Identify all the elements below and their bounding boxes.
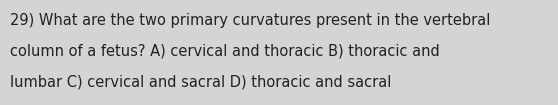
Text: column of a fetus? A) cervical and thoracic B) thoracic and: column of a fetus? A) cervical and thora… bbox=[10, 44, 440, 59]
Text: 29) What are the two primary curvatures present in the vertebral: 29) What are the two primary curvatures … bbox=[10, 13, 490, 28]
Text: lumbar C) cervical and sacral D) thoracic and sacral: lumbar C) cervical and sacral D) thoraci… bbox=[10, 75, 391, 90]
